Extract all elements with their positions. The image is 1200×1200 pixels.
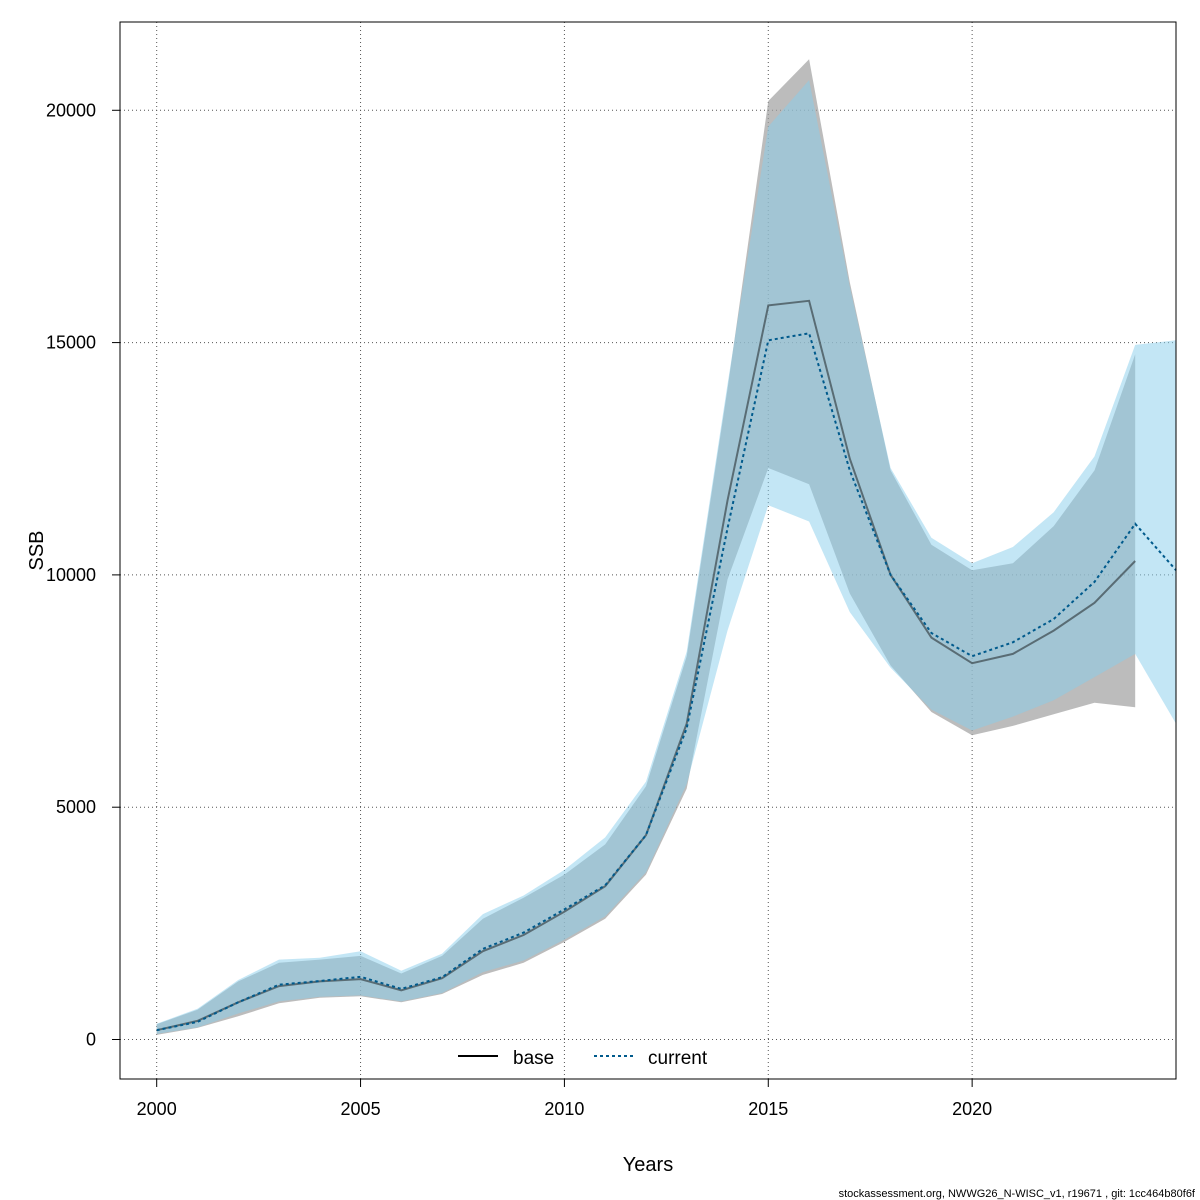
legend: base current (458, 1048, 708, 1069)
y-axis-title: SSB (26, 530, 48, 570)
line-current (156, 332, 1177, 1032)
y-tick-label-5000: 5000 (56, 797, 96, 817)
band-base (156, 59, 1136, 1035)
y-tick-label-20000: 20000 (46, 100, 96, 120)
x-tick-label-2015: 2015 (748, 1099, 788, 1119)
legend-label-current: current (648, 1048, 708, 1069)
x-tick-label-2010: 2010 (544, 1099, 584, 1119)
y-tick-label-10000: 10000 (46, 565, 96, 585)
x-tick-label-2000: 2000 (137, 1099, 177, 1119)
y-tick-label-0: 0 (86, 1030, 96, 1050)
x-tick-label-2005: 2005 (341, 1099, 381, 1119)
series-lines (156, 299, 1177, 1032)
footnote: stockassessment.org, NWWG26_N-WISC_v1, r… (839, 1188, 1196, 1200)
line-base (156, 299, 1136, 1032)
x-tick-label-2020: 2020 (952, 1099, 992, 1119)
x-axis: 2000 2005 2010 2015 2020 (137, 1078, 992, 1119)
x-axis-title: Years (623, 1154, 673, 1176)
y-tick-label-15000: 15000 (46, 333, 96, 353)
legend-label-base: base (513, 1048, 554, 1069)
y-axis: 0 5000 10000 15000 20000 (46, 100, 121, 1050)
band-current (156, 80, 1176, 1034)
confidence-bands (156, 59, 1176, 1035)
